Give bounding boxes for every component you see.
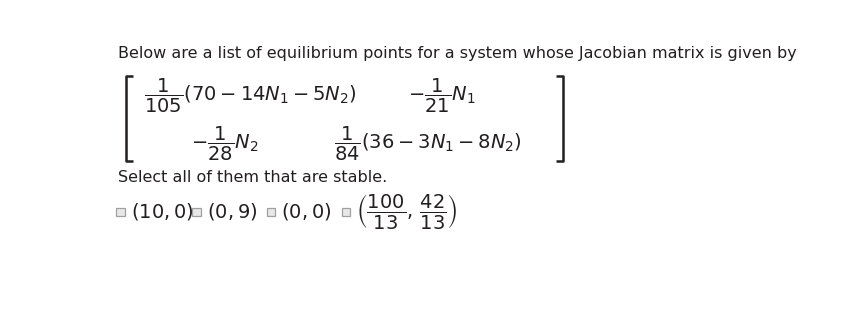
FancyBboxPatch shape — [341, 208, 351, 216]
Text: $(0,9)$: $(0,9)$ — [207, 201, 257, 222]
Text: $\left(\dfrac{100}{13},\,\dfrac{42}{13}\right)$: $\left(\dfrac{100}{13},\,\dfrac{42}{13}\… — [357, 193, 458, 231]
Text: $-\dfrac{1}{28}N_2$: $-\dfrac{1}{28}N_2$ — [191, 125, 258, 163]
Text: $\dfrac{1}{105}(70 - 14N_1 - 5N_2)$: $\dfrac{1}{105}(70 - 14N_1 - 5N_2)$ — [144, 77, 357, 115]
Text: Select all of them that are stable.: Select all of them that are stable. — [118, 170, 387, 185]
FancyBboxPatch shape — [192, 208, 201, 216]
Text: $\dfrac{1}{84}(36 - 3N_1 - 8N_2)$: $\dfrac{1}{84}(36 - 3N_1 - 8N_2)$ — [334, 125, 522, 163]
Text: $(10,0)$: $(10,0)$ — [131, 201, 194, 222]
FancyBboxPatch shape — [266, 208, 275, 216]
FancyBboxPatch shape — [116, 208, 125, 216]
Text: Below are a list of equilibrium points for a system whose Jacobian matrix is giv: Below are a list of equilibrium points f… — [118, 46, 797, 61]
Text: $-\dfrac{1}{21}N_1$: $-\dfrac{1}{21}N_1$ — [408, 77, 475, 115]
Text: $(0,0)$: $(0,0)$ — [282, 201, 331, 222]
